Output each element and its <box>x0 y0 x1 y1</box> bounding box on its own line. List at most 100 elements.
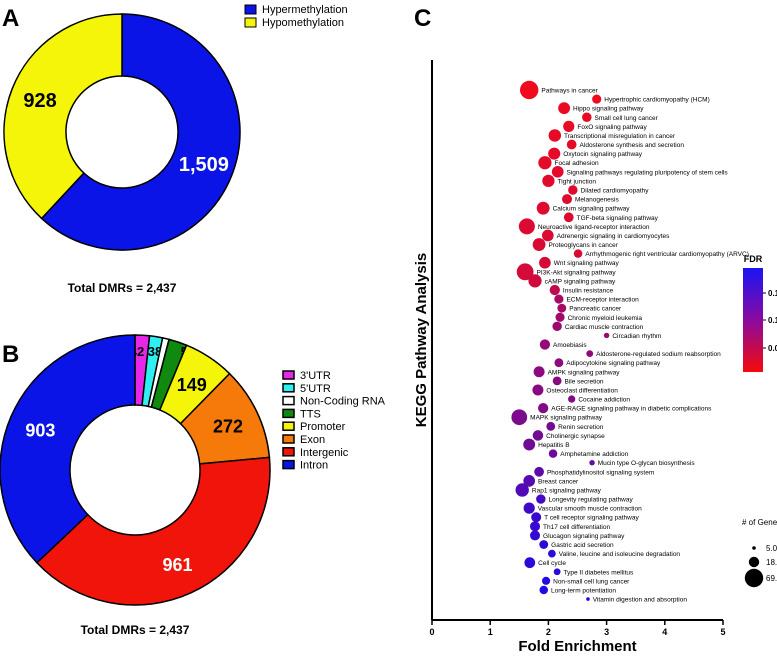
data-point <box>515 483 529 497</box>
pathway-label: Cocaine addiction <box>578 397 630 404</box>
pathway-label: Vascular smooth muscle contraction <box>538 506 642 513</box>
data-point <box>562 194 573 205</box>
pathway-label: Mucin type O-glycan biosynthesis <box>598 460 696 467</box>
data-point <box>533 366 545 378</box>
data-point <box>546 421 556 431</box>
data-point <box>573 249 583 258</box>
colorbar-tick-label: 0.1 <box>768 316 777 325</box>
pathway-label: TGF-beta signaling pathway <box>577 215 659 222</box>
slice-value-label: 961 <box>162 555 192 575</box>
data-point <box>511 409 528 426</box>
fdr-colorbar <box>743 268 763 372</box>
pathway-label: Hepatitis B <box>538 442 569 449</box>
x-axis-title: Fold Enrichment <box>518 638 636 655</box>
x-tick-label: 4 <box>662 627 667 637</box>
pathway-label: Adrenergic signaling in cardiomyocytes <box>557 233 670 240</box>
data-point <box>553 568 561 576</box>
data-point <box>603 332 610 339</box>
pathway-label: Dilated cardiomyopathy <box>581 187 650 194</box>
pathway-label: Adipocytokine signaling pathway <box>566 360 661 367</box>
data-point <box>523 475 536 487</box>
size-legend-label: 18.57 <box>766 558 777 567</box>
pathway-label: Breast cancer <box>538 478 579 485</box>
legend-label: Hypomethylation <box>262 17 344 29</box>
data-point <box>530 521 541 532</box>
pathway-label: Hypertrophic cardiomyopathy (HCM) <box>604 97 709 104</box>
total-dmrs-label: Total DMRs = 2,437 <box>68 281 177 295</box>
pathway-label: Amphetamine addiction <box>560 451 628 458</box>
pathway-label: Type II diabetes mellitus <box>564 569 634 576</box>
pathway-label: Renin secretion <box>558 424 604 431</box>
data-point <box>532 384 544 396</box>
data-point <box>554 294 564 304</box>
pathway-label: ECM-receptor interaction <box>566 297 639 304</box>
data-point <box>592 94 602 104</box>
data-point <box>532 430 544 441</box>
x-tick-label: 2 <box>546 627 551 637</box>
size-legend-title: # of Genes <box>742 518 777 527</box>
data-point <box>552 321 562 332</box>
donut-b-slice <box>35 456 271 606</box>
pathway-label: Th17 cell differentiation <box>543 524 610 531</box>
legend-swatch <box>282 459 295 470</box>
pathway-label: FoxO signaling pathway <box>577 124 647 131</box>
data-point <box>552 376 562 386</box>
pathway-label: AMPK signaling pathway <box>548 369 621 376</box>
pathway-label: Tight junction <box>558 178 597 185</box>
data-point <box>539 540 549 549</box>
legend-label: Hypermethylation <box>262 4 348 16</box>
pathway-label: Calcium signaling pathway <box>553 206 631 213</box>
legend-label: Non-Coding RNA <box>300 396 386 408</box>
data-point <box>516 263 534 281</box>
colorbar-tick-label: 0.15 <box>768 289 777 298</box>
legend-label: Intergenic <box>300 447 349 459</box>
donut-a-slice <box>40 13 241 251</box>
legend-swatch <box>282 370 295 380</box>
pathway-label: Insulin resistance <box>563 287 614 294</box>
pathway-label: Non-small cell lung cancer <box>553 578 630 585</box>
data-point <box>566 139 577 150</box>
pathway-label: Small cell lung cancer <box>595 115 659 122</box>
slice-value-label: 1,509 <box>179 154 229 176</box>
data-point <box>589 459 595 466</box>
data-point <box>538 156 552 170</box>
data-point <box>528 274 542 288</box>
legend-swatch <box>282 447 295 457</box>
pathway-label: PI3K-Akt signaling pathway <box>537 269 617 276</box>
size-legend-dot <box>748 556 760 568</box>
legend-label: Promoter <box>300 421 346 433</box>
pathway-label: Osteoclast differentiation <box>546 387 618 394</box>
panel-label-a: A <box>2 5 19 32</box>
pathway-label: Signaling pathways regulating pluripoten… <box>567 169 729 176</box>
size-legend-label: 69.00 <box>766 574 777 583</box>
data-point <box>568 185 578 195</box>
x-tick-label: 5 <box>720 627 725 637</box>
data-point <box>519 80 539 100</box>
data-point <box>536 201 550 215</box>
data-point <box>557 303 567 313</box>
pathway-label: Circadian rhythm <box>612 333 661 340</box>
size-legend-label: 5.00 <box>766 544 777 553</box>
data-point <box>568 395 576 403</box>
legend-label: Exon <box>300 434 325 446</box>
data-point <box>586 350 594 358</box>
data-point <box>524 557 536 569</box>
pathway-label: Bile secretion <box>565 378 604 385</box>
pathway-label: T cell receptor signaling pathway <box>544 515 639 522</box>
pathway-label: Aldosterone synthesis and secretion <box>580 142 685 149</box>
legend-label: TTS <box>300 408 321 420</box>
pathway-label: Gastric acid secretion <box>551 542 614 549</box>
slice-value-label: 928 <box>23 90 56 112</box>
slice-value-label: 272 <box>213 417 243 437</box>
data-point <box>542 576 551 585</box>
legend-swatch <box>282 421 295 431</box>
data-point <box>536 494 546 504</box>
panel-label-b: B <box>2 341 19 368</box>
x-tick-label: 3 <box>604 627 609 637</box>
data-point <box>532 238 546 251</box>
total-dmrs-label: Total DMRs = 2,437 <box>81 623 190 637</box>
data-point <box>548 449 558 458</box>
legend-swatch <box>244 4 257 15</box>
size-legend-dot <box>752 546 756 550</box>
